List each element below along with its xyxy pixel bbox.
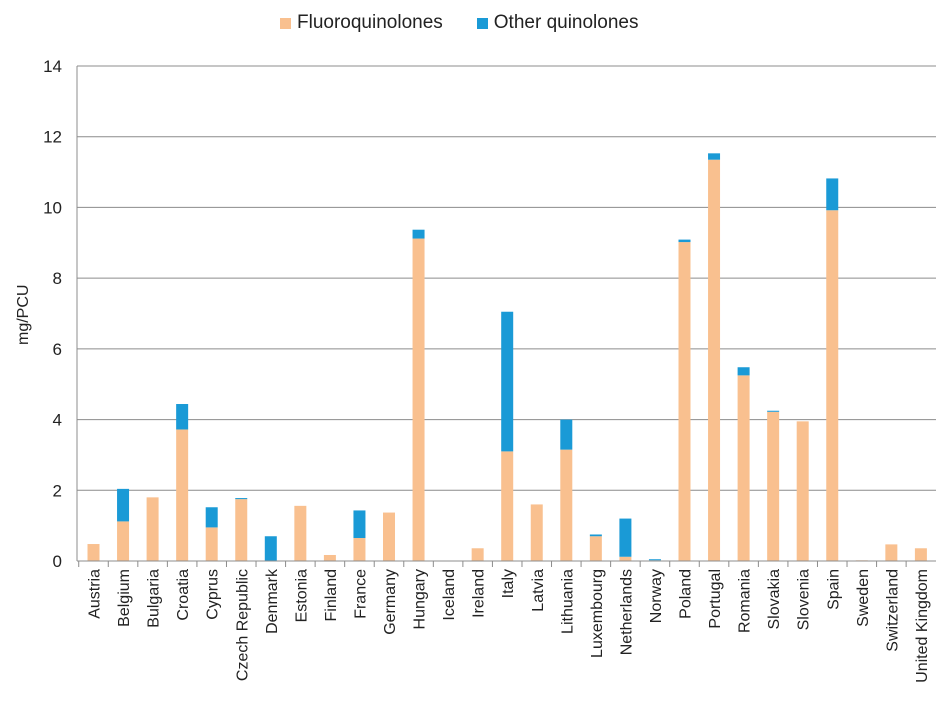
bar-other-quinolones [205, 507, 218, 528]
bar-other-quinolones [560, 419, 573, 450]
bar-fluoroquinolones [87, 544, 100, 561]
bar-other-quinolones [737, 367, 750, 376]
x-tick-label: Slovenia [796, 569, 813, 630]
x-tick-label: Slovakia [766, 569, 783, 630]
x-tick-label: Germany [382, 569, 399, 635]
x-tick-label: Sweden [855, 569, 872, 627]
x-tick-label: Czech Republic [234, 569, 251, 681]
bar-fluoroquinolones [826, 210, 839, 561]
x-tick-label: France [352, 569, 369, 619]
x-tick-label: Denmark [264, 568, 281, 634]
x-tick-labels: Austria Belgium Bulgaria Croatia Cyprus Czech… [78, 561, 931, 683]
bar-other-quinolones [708, 153, 721, 160]
y-tick-labels: 0 2 4 6 8 10 12 14 [43, 57, 62, 571]
bar-fluoroquinolones [117, 521, 130, 561]
bar-other-quinolones [619, 518, 632, 557]
bar-other-quinolones [264, 536, 277, 561]
x-tick-label: Poland [678, 569, 695, 619]
x-tick-label: Iceland [441, 569, 458, 621]
bar-fluoroquinolones [205, 527, 218, 561]
bar-other-quinolones [767, 410, 780, 412]
y-tick-label: 14 [43, 57, 62, 76]
bar-fluoroquinolones [471, 548, 484, 561]
x-tick-label: Lithuania [559, 569, 576, 634]
bar-fluoroquinolones [146, 497, 159, 561]
x-tick-label: Ireland [471, 569, 488, 618]
legend-swatch-fluoroquinolones [280, 17, 291, 29]
legend-label-other-quinolones: Other quinolones [493, 12, 639, 33]
x-tick-label: Netherlands [618, 569, 635, 655]
y-tick-label: 6 [53, 340, 62, 359]
legend-swatch-other-quinolones [476, 17, 488, 29]
x-tick-label: Estonia [293, 569, 310, 622]
bar-fluoroquinolones [914, 548, 927, 561]
legend-label-fluoroquinolones: Fluoroquinolones [297, 12, 443, 33]
bar-fluoroquinolones [530, 504, 543, 561]
bar-fluoroquinolones [589, 536, 602, 561]
bar-fluoroquinolones [323, 554, 336, 561]
y-tick-label: 4 [53, 411, 62, 430]
bar-fluoroquinolones [767, 411, 780, 561]
x-tick-label: Switzerland [884, 569, 901, 652]
x-tick-label: Cyprus [205, 569, 222, 620]
bar-fluoroquinolones [619, 556, 632, 561]
bar-fluoroquinolones [560, 449, 573, 561]
bar-other-quinolones [235, 498, 248, 500]
x-tick-label: Finland [323, 569, 340, 621]
legend: Fluoroquinolones Other quinolones [280, 12, 638, 34]
y-tick-label: 2 [53, 481, 62, 500]
x-tick-label: Norway [648, 569, 665, 623]
x-tick-label: Bulgaria [146, 569, 163, 628]
bar-fluoroquinolones [796, 421, 809, 561]
bar-fluoroquinolones [708, 159, 721, 562]
bar-other-quinolones [648, 559, 661, 561]
bar-fluoroquinolones [885, 544, 898, 561]
bar-other-quinolones [117, 488, 130, 522]
x-tick-label: Italy [500, 569, 517, 598]
y-tick-label: 12 [43, 128, 62, 147]
bar-fluoroquinolones [383, 512, 395, 561]
bar-fluoroquinolones [412, 238, 425, 562]
bar-fluoroquinolones [176, 429, 189, 561]
bar-other-quinolones [678, 239, 691, 243]
bar-other-quinolones [176, 404, 189, 430]
bar-fluoroquinolones [501, 451, 514, 561]
x-tick-label: Spain [825, 569, 842, 610]
y-tick-label: 10 [43, 198, 62, 217]
x-tick-label: United Kingdom [914, 569, 931, 683]
bar-other-quinolones [412, 229, 425, 239]
y-axis-label: mg/PCU [15, 284, 32, 345]
y-tick-label: 0 [53, 552, 62, 571]
legend-item-other-quinolones: Other quinolones [476, 12, 639, 34]
bar-fluoroquinolones [294, 505, 307, 561]
x-tick-label: Austria [87, 569, 104, 619]
legend-item-fluoroquinolones: Fluoroquinolones [280, 12, 443, 34]
x-tick-label: Croatia [175, 569, 192, 621]
x-tick-label: Latvia [530, 569, 547, 612]
x-tick-label: Portugal [707, 569, 724, 629]
bar-fluoroquinolones [678, 242, 691, 562]
x-tick-label: Luxembourg [589, 569, 606, 658]
x-tick-label: Hungary [412, 569, 429, 629]
bar-fluoroquinolones [235, 499, 248, 561]
x-tick-label: Romania [737, 569, 754, 633]
x-tick-label: Belgium [116, 569, 133, 627]
y-tick-label: 8 [53, 269, 62, 288]
bar-other-quinolones [501, 311, 514, 452]
bar-other-quinolones [826, 178, 839, 211]
bar-fluoroquinolones [353, 538, 366, 561]
bar-group [87, 153, 927, 562]
bar-other-quinolones [353, 510, 366, 539]
bar-fluoroquinolones [737, 375, 750, 561]
bar-other-quinolones [589, 534, 602, 537]
